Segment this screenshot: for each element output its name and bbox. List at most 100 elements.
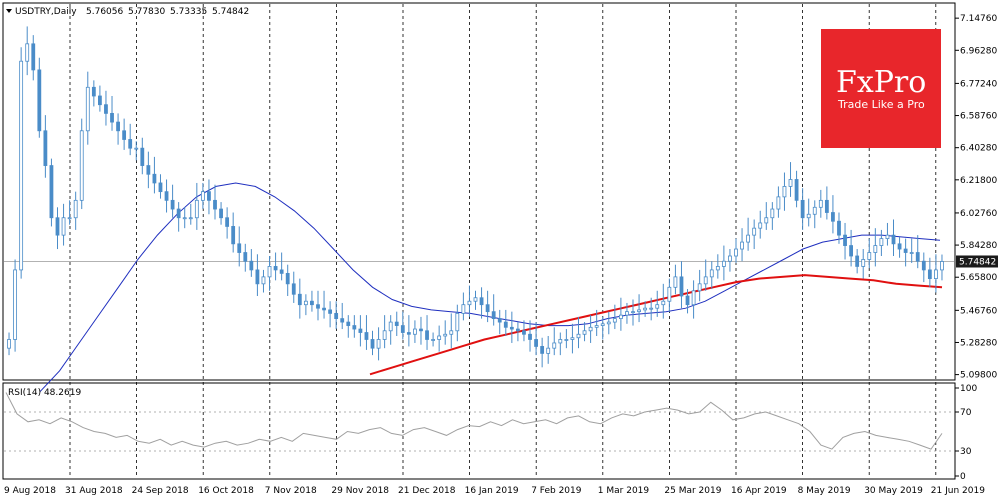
candle-body [655, 304, 660, 309]
candle-body [843, 234, 847, 246]
candle-body [927, 269, 932, 280]
candle-body [91, 86, 96, 97]
candle-body [207, 191, 211, 201]
candle-body [43, 130, 48, 166]
candle-body [122, 130, 127, 140]
candle-body [67, 217, 72, 220]
time-tick-label: 30 May 2019 [864, 486, 923, 496]
candle-body [746, 234, 751, 243]
rsi-tick-label: 100 [960, 384, 977, 394]
logo-brand: FxPro [836, 65, 926, 100]
time-tick-label: 29 Nov 2018 [331, 486, 389, 496]
symbol: USDTRY [15, 7, 51, 17]
candle-body [849, 245, 853, 257]
candle-body [152, 173, 157, 184]
candle-body [528, 333, 532, 340]
candle-body [61, 217, 66, 236]
price-tick-label: 6.96280 [960, 46, 997, 56]
price-panel[interactable] [2, 2, 956, 381]
candle-body [934, 269, 938, 280]
candle-body [310, 300, 314, 306]
candle-body [582, 330, 587, 335]
candle-body [691, 290, 696, 306]
rsi-axis: 100 70 30 0 [955, 384, 977, 482]
candle-body [637, 309, 641, 313]
candle-body [200, 191, 205, 201]
candle-body [728, 255, 732, 262]
candle-body [721, 260, 726, 267]
price-tick-label: 6.40280 [960, 144, 997, 154]
candle-body [679, 276, 684, 297]
candle-body [370, 339, 375, 349]
time-tick-label: 7 Nov 2018 [265, 486, 317, 496]
candle-body [425, 330, 429, 340]
time-tick-label: 8 May 2019 [798, 486, 851, 496]
candle-body [243, 252, 248, 262]
candle-body [146, 165, 151, 175]
time-tick-label: 21 Dec 2018 [398, 486, 456, 496]
ohlc-high: 5.77830 [128, 7, 165, 17]
candle-body [740, 241, 744, 250]
candle-body [170, 199, 175, 210]
candle-body [443, 333, 448, 337]
candle-body [891, 234, 896, 245]
candle-body [570, 337, 575, 340]
candle-body [861, 259, 866, 267]
candle-body [164, 191, 169, 201]
collapse-triangle-icon[interactable] [6, 9, 12, 13]
candle-body [340, 318, 345, 323]
price-tick-label: 5.46760 [960, 306, 997, 316]
rsi-line [5, 392, 943, 450]
candle-body [612, 318, 617, 323]
candle-body [806, 213, 811, 219]
price-tick-label: 5.84280 [960, 241, 997, 251]
candle-body [546, 347, 551, 354]
candle-body [140, 147, 145, 166]
rsi-tick-label: 0 [960, 472, 966, 482]
candle-body [758, 222, 763, 229]
candle-body [431, 339, 435, 341]
ohlc-open: 5.76056 [86, 7, 123, 17]
rsi-title: RSI(14) 48.2619 [8, 388, 81, 398]
candle-body [79, 130, 84, 201]
candle-body [940, 261, 944, 271]
candle-body [649, 307, 654, 310]
candle-body [522, 330, 526, 335]
candle-body [352, 325, 357, 330]
candle-body [685, 295, 690, 306]
candle-body [419, 328, 423, 332]
candle-body [631, 311, 635, 314]
candle-body [788, 179, 793, 187]
rsi-panel[interactable] [2, 382, 956, 480]
price-tick-label: 6.21800 [960, 176, 997, 186]
time-tick-label: 1 Mar 2019 [598, 486, 650, 496]
candle-body [176, 208, 181, 219]
candle-body [413, 328, 417, 335]
candle-body [394, 321, 399, 326]
candle-body [98, 95, 102, 106]
time-tick-label: 31 Aug 2018 [65, 486, 123, 496]
candle-body [534, 339, 538, 347]
candle-body [376, 339, 381, 349]
candle-body [485, 304, 490, 313]
candle-body [73, 199, 78, 219]
candle-body [7, 339, 11, 349]
candle-body [13, 269, 17, 340]
candle-body [400, 325, 405, 333]
candle-body [625, 311, 629, 316]
candle-body [134, 147, 139, 150]
candle-body [509, 326, 514, 330]
candle-body [291, 283, 296, 295]
candle-body [182, 217, 187, 220]
time-tick-label: 16 Apr 2019 [731, 486, 787, 496]
candle-body [831, 212, 835, 222]
candle-body [867, 252, 872, 260]
candle-body [85, 86, 90, 132]
candle-body [812, 206, 817, 215]
time-tick-label: 9 Aug 2018 [4, 486, 56, 496]
ohlc-close: 5.74842 [212, 7, 249, 17]
candle-body [516, 328, 520, 332]
current-price-marker: 5.74842 [956, 255, 998, 268]
